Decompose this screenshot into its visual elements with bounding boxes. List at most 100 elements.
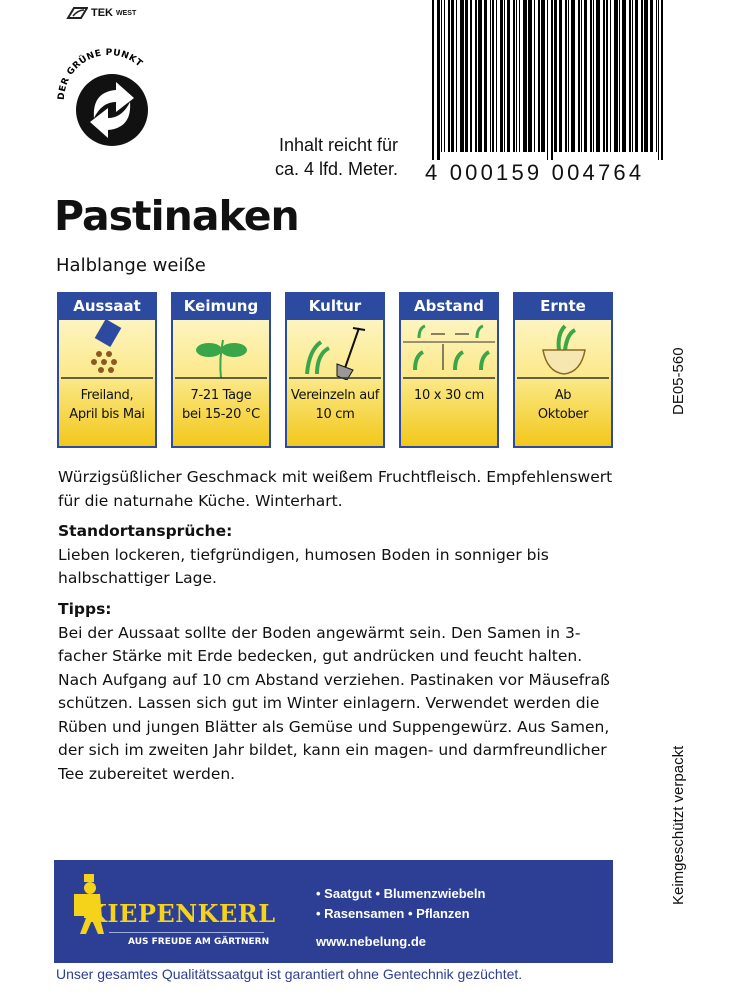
panel-header: Keimung (173, 294, 269, 320)
barcode-bar (650, 0, 653, 152)
barcode (432, 0, 663, 160)
barcode-bar (658, 0, 659, 160)
seedling-icon (175, 339, 267, 379)
website-link[interactable]: www.nebelung.de (316, 934, 427, 949)
barcode-bar (516, 0, 517, 152)
barcode-bar (538, 0, 540, 152)
barcode-bar (490, 0, 491, 152)
barcode-bar (610, 0, 611, 152)
product-range-2: • Rasensamen • Pflanzen (316, 906, 470, 921)
barcode-bar (565, 0, 567, 152)
panel-keimung: Keimung 7-21 Tage bei 15-20 °C (171, 292, 271, 448)
barcode-bar (448, 0, 450, 152)
barcode-bar (559, 0, 562, 152)
seed-packet-icon (61, 320, 153, 379)
barcode-bar (523, 0, 527, 152)
tek-logo: TEK WEST (66, 6, 136, 20)
panel-text: 7-21 Tage bei 15-20 °C (182, 388, 260, 422)
leaf-icon (66, 7, 88, 19)
divider (109, 932, 264, 933)
panel-text: Vereinzeln auf 10 cm (290, 388, 380, 422)
panel-header: Ernte (515, 294, 611, 320)
barcode-bar (507, 0, 510, 152)
panel-header: Abstand (401, 294, 497, 320)
barcode-bar (456, 0, 457, 152)
barcode-bar (547, 0, 548, 160)
barcode-bar (451, 0, 454, 152)
location-heading: Standortansprüche: (58, 522, 233, 540)
brand-slogan: AUS FREUDE AM GÄRTNERN (128, 937, 270, 947)
barcode-bar (656, 0, 657, 152)
barcode-bar (590, 0, 592, 152)
barcode-bar (661, 0, 663, 160)
barcode-bar (541, 0, 545, 152)
description: Würzigsüßlicher Geschmack mit weißem Fru… (58, 468, 613, 510)
barcode-bar (554, 0, 557, 152)
brand-name: KIEPENKERL (86, 899, 276, 928)
barcode-bar (500, 0, 503, 152)
barcode-bar (581, 0, 582, 152)
barcode-bar (568, 0, 569, 152)
tips-text: Bei der Aussaat sollte der Boden angewär… (58, 623, 610, 783)
barcode-bar (534, 0, 535, 152)
barcode-bar (465, 0, 468, 152)
panel-text: Freiland, April bis Mai (69, 388, 145, 422)
product-variety: Halblange weiße (56, 255, 206, 276)
gmo-free-note: Unser gesamtes Qualitätssaatgut ist gara… (56, 966, 523, 982)
barcode-bar (504, 0, 505, 152)
barcode-bar (603, 0, 605, 152)
barcode-bar (484, 0, 487, 152)
panel-ernte: Ernte Ab Oktober (513, 292, 613, 448)
panel-text: 10 x 30 cm (414, 388, 484, 403)
barcode-bar (619, 0, 620, 152)
panel-text: Ab Oktober (537, 388, 589, 422)
barcode-bar (578, 0, 580, 152)
barcode-bar (571, 0, 575, 152)
gruener-punkt-logo: DER GRÜNE PUNKT (57, 48, 148, 146)
product-title: Pastinaken (54, 192, 300, 240)
product-code: DE05-560 (670, 347, 687, 415)
contents-note: Inhalt reicht für ca. 4 lfd. Meter. (274, 135, 398, 179)
location-text: Lieben lockeren, tiefgründigen, humosen … (58, 545, 549, 588)
barcode-bar (644, 0, 648, 152)
barcode-bar (492, 0, 494, 152)
barcode-bar (519, 0, 520, 152)
barcode-bar (629, 0, 631, 152)
location-section: Standortansprüche: Lieben lockeren, tief… (58, 520, 618, 591)
barcode-bar (432, 0, 434, 160)
barcode-bar (635, 0, 638, 152)
barcode-bar (444, 0, 445, 152)
barcode-bar (584, 0, 587, 152)
barcode-bar (622, 0, 626, 152)
tips-section: Tipps: Bei der Aussaat sollte der Boden … (58, 598, 618, 786)
product-range-1: • Saatgut • Blumenzwiebeln (316, 886, 486, 901)
barcode-bar (513, 0, 515, 152)
panel-header: Aussaat (59, 294, 155, 320)
barcode-bar (528, 0, 532, 152)
spacing-icon (403, 324, 495, 379)
barcode-bar (641, 0, 643, 152)
barcode-bar (596, 0, 600, 152)
barcode-bar (593, 0, 594, 152)
tips-heading: Tipps: (58, 600, 112, 618)
packaging-note: Keimgeschützt verpackt (670, 745, 687, 905)
kiepenkerl-figure-icon (74, 874, 104, 934)
barcode-bar (470, 0, 472, 152)
barcode-bar (460, 0, 464, 152)
barcode-bar (551, 0, 553, 160)
panel-abstand: Abstand 10 x 30 cm (399, 292, 499, 448)
barcode-bar (496, 0, 497, 152)
barcode-bar (437, 0, 440, 160)
panel-aussaat: Aussaat Freiland, April bis Mai (57, 292, 157, 448)
barcode-bar (614, 0, 618, 152)
panel-kultur: Kultur Vereinzeln auf 10 cm (285, 292, 385, 448)
brand-banner: KIEPENKERL AUS FREUDE AM GÄRTNERN • Saat… (54, 860, 613, 963)
barcode-bar (606, 0, 608, 152)
barcode-bar (475, 0, 477, 152)
barcode-bar (632, 0, 633, 152)
barcode-bar (478, 0, 482, 152)
barcode-bar (441, 0, 442, 152)
panel-header: Kultur (287, 294, 383, 320)
harvest-bowl-icon (517, 324, 609, 379)
spade-icon (289, 327, 381, 380)
